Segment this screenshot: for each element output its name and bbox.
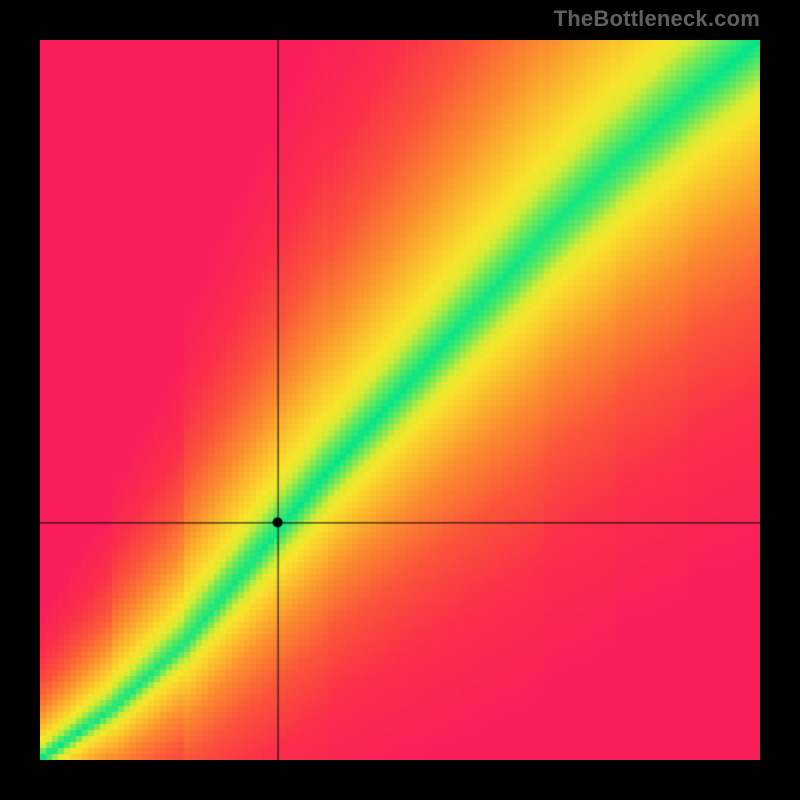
heatmap-chart	[40, 40, 760, 760]
watermark-text: TheBottleneck.com	[554, 6, 760, 32]
chart-frame: TheBottleneck.com	[0, 0, 800, 800]
heatmap-canvas	[40, 40, 760, 760]
